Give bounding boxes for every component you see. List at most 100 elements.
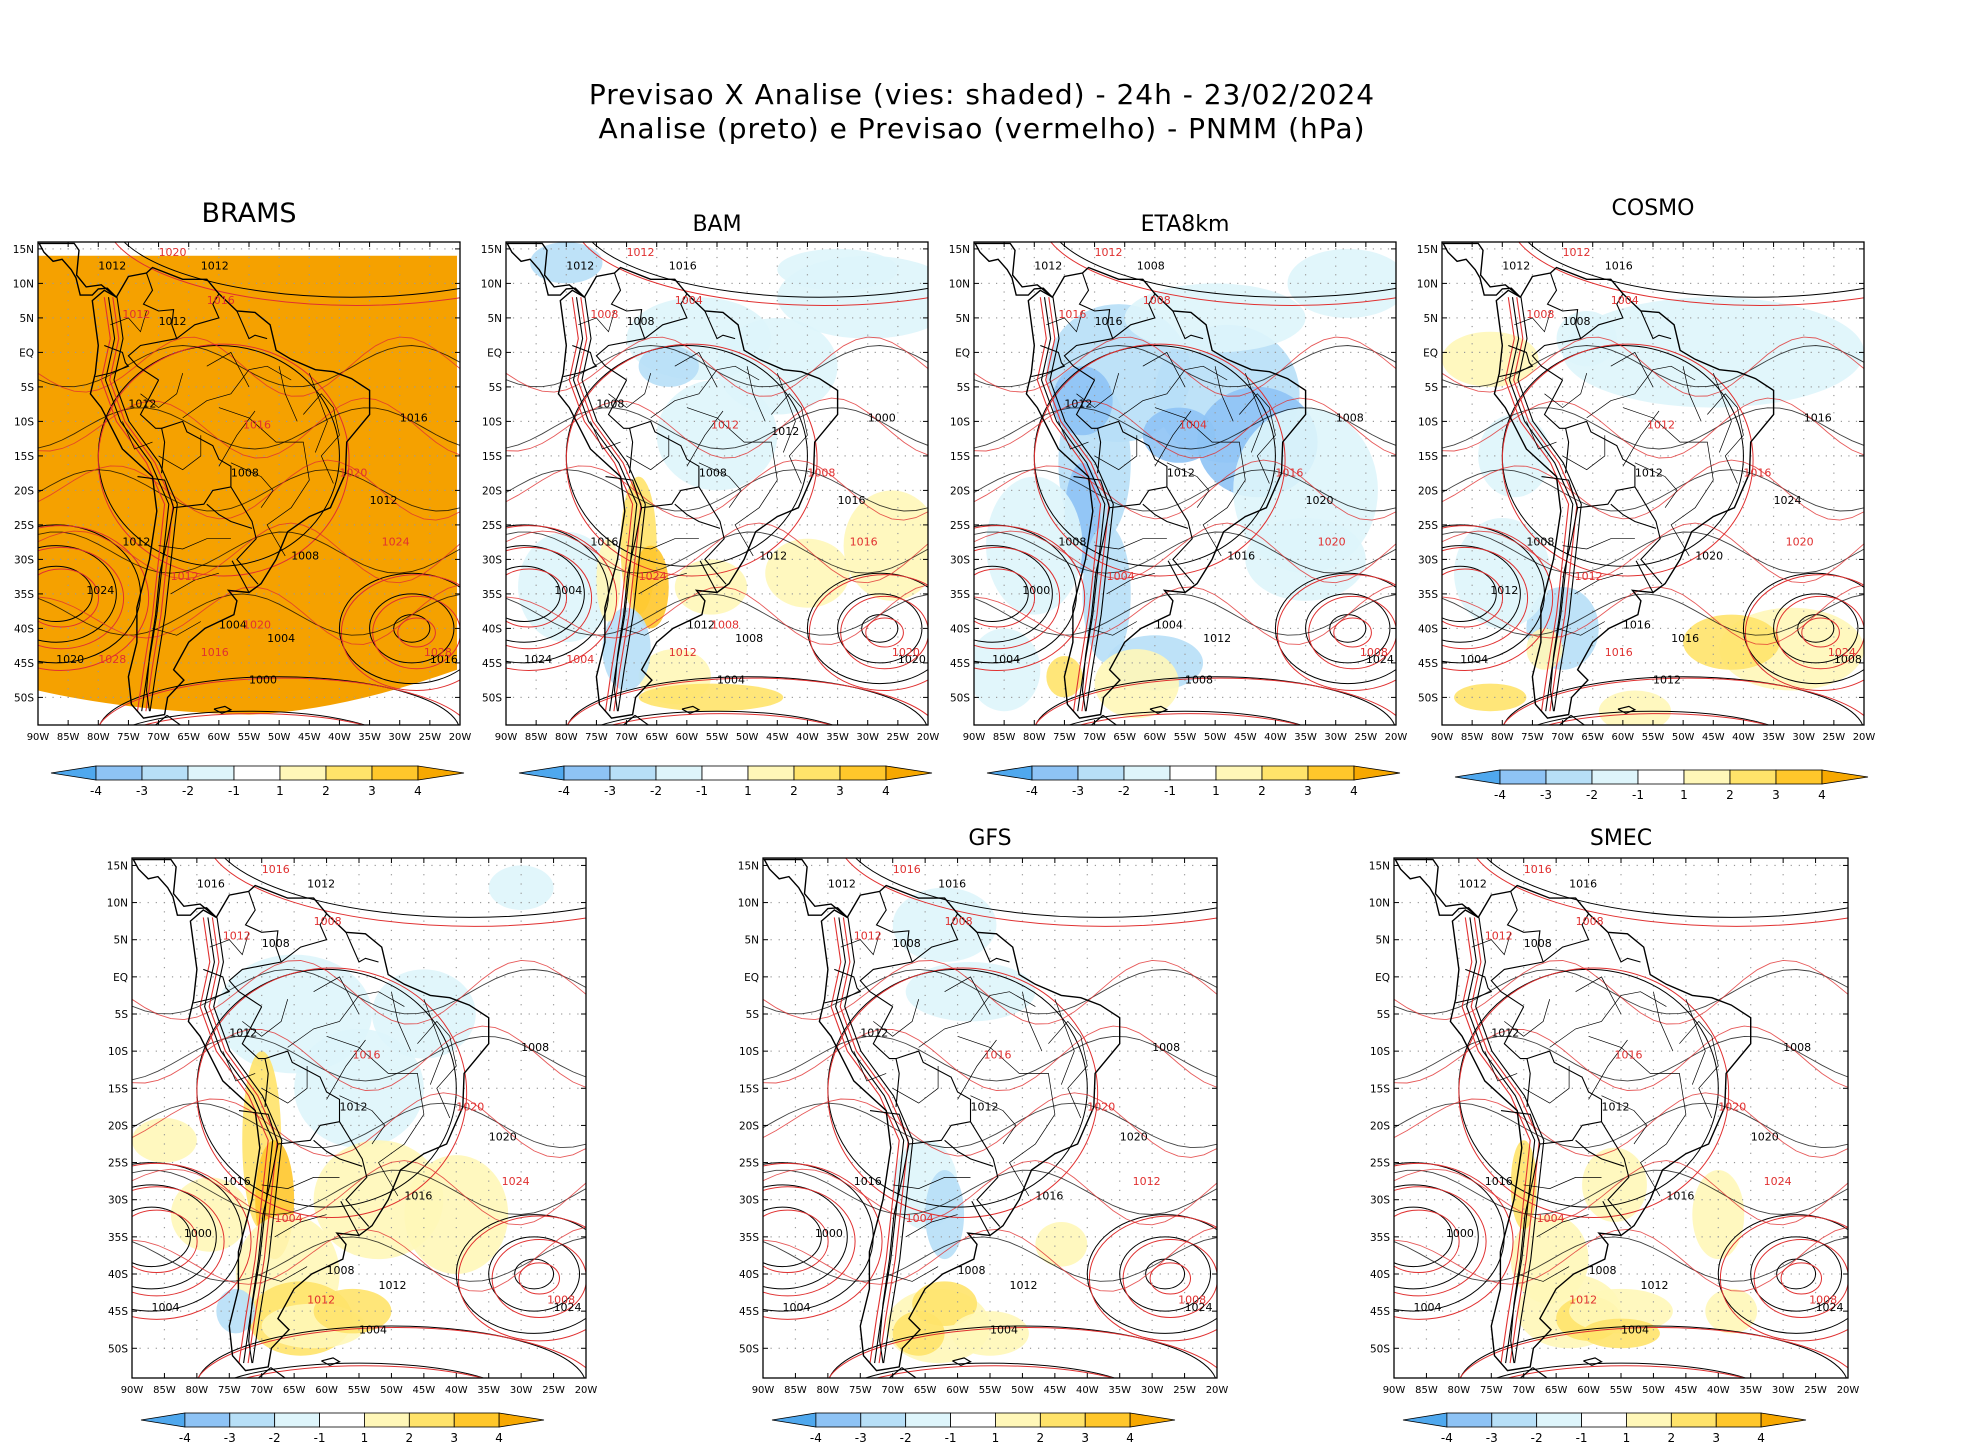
isobar-label-analysis: 1016	[1485, 1175, 1513, 1188]
lat-tick-label: 25S	[1370, 1158, 1390, 1170]
lon-tick-label: 90W	[1383, 1385, 1406, 1396]
lon-tick-label: 60W	[1612, 732, 1635, 743]
lon-tick-label: 45W	[298, 732, 321, 743]
lat-tick-label: 40S	[739, 1269, 759, 1281]
colorbar-segment	[499, 1413, 544, 1427]
panel-title-brams: BRAMS	[38, 198, 460, 229]
colorbar-segment	[230, 1413, 275, 1427]
figure-title-line1: Previsao X Analise (vies: shaded) - 24h …	[0, 78, 1964, 111]
isobar-label-analysis: 1020	[1306, 494, 1334, 507]
colorbar-tick-label: -4	[1494, 788, 1506, 802]
colorbar-tick-label: -3	[604, 784, 616, 798]
lat-tick-label: 45S	[482, 658, 502, 670]
lat-tick-label: 50S	[1418, 692, 1438, 704]
isobar-label-analysis: 1004	[1621, 1323, 1649, 1336]
lon-tick-label: 90W	[121, 1385, 144, 1396]
isobar-label-analysis: 1008	[521, 1041, 549, 1054]
lon-tick-label: 90W	[1431, 732, 1454, 743]
lat-tick-label: 25S	[108, 1158, 128, 1170]
lat-tick-label: 35S	[1370, 1232, 1390, 1244]
colorbar-tick-label: 2	[406, 1431, 414, 1445]
colorbar-segment	[320, 1413, 365, 1427]
isobar-label-forecast: 1008	[945, 915, 973, 928]
colorbar-tick-label: 2	[1037, 1431, 1045, 1445]
lon-tick-label: 50W	[1642, 1385, 1665, 1396]
colorbar-tick-label: -3	[1486, 1431, 1498, 1445]
colorbar-segment	[1626, 1413, 1671, 1427]
isobar-label-analysis: 1012	[1034, 260, 1062, 273]
lat-tick-label: 10S	[1418, 416, 1438, 428]
isobar-label-analysis: 1012	[971, 1101, 999, 1114]
isobar-label-analysis: 1000	[1446, 1227, 1474, 1240]
colorbar-tick-label: 1	[1680, 788, 1688, 802]
panel-title-cosmo: COSMO	[1442, 196, 1864, 221]
colorbar-tick-label: 4	[495, 1431, 503, 1445]
colorbar-segment	[794, 766, 840, 780]
isobar-label-analysis: 1012	[1502, 260, 1530, 273]
lat-tick-label: 40S	[1370, 1269, 1390, 1281]
lat-tick-label: 35S	[14, 589, 34, 601]
colorbar-segment	[1308, 766, 1354, 780]
isobar-label-analysis: 1004	[990, 1323, 1018, 1336]
isobar-label-analysis: 1012	[1459, 878, 1487, 891]
colorbar-segment	[1078, 766, 1124, 780]
colorbar-segment	[840, 766, 886, 780]
lon-tick-label: 35W	[1108, 1385, 1131, 1396]
isobar-label-forecast: 1012	[223, 930, 251, 943]
lon-tick-label: 70W	[1512, 1385, 1535, 1396]
isobar-label-forecast: 1020	[1318, 536, 1346, 549]
lat-tick-label: 45S	[1418, 658, 1438, 670]
isobar-label-forecast: 1012	[122, 308, 150, 321]
isobar-label-analysis: 1016	[1671, 632, 1699, 645]
lon-tick-label: 35W	[358, 732, 381, 743]
lat-tick-label: 30S	[482, 554, 502, 566]
lon-tick-label: 55W	[1174, 732, 1197, 743]
lon-tick-label: 20W	[1853, 732, 1876, 743]
lat-tick-label: 40S	[14, 623, 34, 635]
isobar-label-analysis: 1004	[1413, 1301, 1441, 1314]
lon-tick-label: 30W	[1141, 1385, 1164, 1396]
lon-tick-label: 40W	[1076, 1385, 1099, 1396]
isobar-label-forecast: 1012	[307, 1294, 335, 1307]
lat-tick-label: 5S	[489, 382, 503, 394]
isobar-label-forecast: 1020	[1786, 536, 1814, 549]
isobar-label-forecast: 1012	[854, 930, 882, 943]
isobar-label-forecast: 1012	[669, 646, 697, 659]
colorbar-segment	[951, 1413, 996, 1427]
lon-tick-label: 65W	[1545, 1385, 1568, 1396]
colorbar-tick-label: -4	[1026, 784, 1038, 798]
colorbar-tick-label: 3	[1304, 784, 1312, 798]
lat-tick-label: 15S	[1418, 451, 1438, 463]
lon-tick-label: 55W	[706, 732, 729, 743]
colorbar-tick-label: -4	[558, 784, 570, 798]
lat-tick-label: 5S	[115, 1009, 129, 1021]
lon-tick-label: 90W	[752, 1385, 775, 1396]
isobar-label-analysis: 1008	[596, 398, 624, 411]
isobar-label-analysis: 1004	[1460, 653, 1488, 666]
lon-tick-label: 35W	[1739, 1385, 1762, 1396]
colorbar-segment	[326, 766, 372, 780]
isobar-label-forecast: 1020	[1087, 1101, 1115, 1114]
lon-tick-label: 30W	[856, 732, 879, 743]
panel-title-eta8km: ETA8km	[974, 212, 1396, 237]
isobar-label-analysis: 1012	[229, 1026, 257, 1039]
lon-tick-label: 30W	[510, 1385, 533, 1396]
colorbar-tick-label: -1	[1632, 788, 1644, 802]
isobar-label-analysis: 1020	[489, 1130, 517, 1143]
lon-tick-label: 60W	[315, 1385, 338, 1396]
colorbar-tick-label: -1	[1164, 784, 1176, 798]
isobar-label-forecast: 1012	[627, 246, 655, 259]
colorbar-segment	[1716, 1413, 1761, 1427]
lon-tick-label: 50W	[1204, 732, 1227, 743]
isobar-label-forecast: 1004	[1107, 570, 1135, 583]
isobar-label-forecast: 1016	[1058, 308, 1086, 321]
colorbar-segment	[861, 1413, 906, 1427]
bias-shading-area	[404, 1155, 508, 1274]
isobar-label-analysis: 1020	[1695, 549, 1723, 562]
colorbar-tick-label: -2	[269, 1431, 281, 1445]
bias-shading-area	[1454, 518, 1550, 628]
lat-tick-label: EQ	[487, 347, 502, 359]
isobar-label-analysis: 1016	[1804, 411, 1832, 424]
